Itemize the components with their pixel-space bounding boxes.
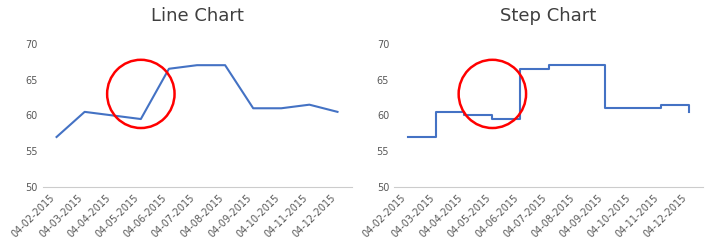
Title: Step Chart: Step Chart xyxy=(501,7,596,25)
Title: Line Chart: Line Chart xyxy=(151,7,244,25)
